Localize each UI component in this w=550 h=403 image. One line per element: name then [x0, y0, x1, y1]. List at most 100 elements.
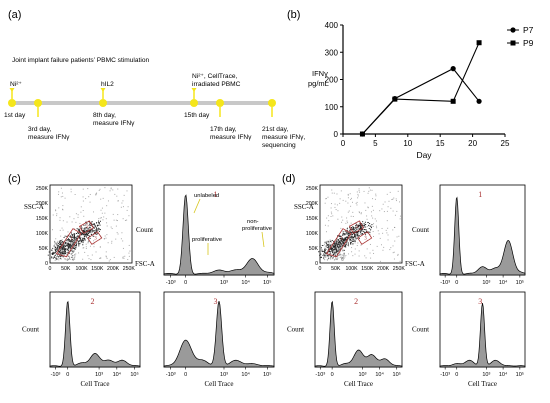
dot [387, 206, 389, 208]
dot [80, 240, 82, 242]
dot [59, 242, 61, 244]
dot [347, 222, 349, 224]
ifn-line-chart: 0 100 200 300 400 0 5 10 15 20 25 Day IFNγ pg/mL P7 P9 [308, 21, 534, 160]
dot [115, 219, 117, 221]
dot [71, 253, 73, 255]
hist-tick-label: 0 [184, 372, 187, 378]
dot [54, 259, 56, 261]
dot [65, 248, 67, 250]
dot [61, 255, 63, 257]
dot [342, 256, 344, 258]
dot [89, 232, 91, 234]
dot [329, 251, 331, 253]
dot [357, 193, 359, 195]
panel-label-d: (d) [282, 173, 295, 185]
gate-label: 2 [356, 225, 359, 230]
timeline-dot [99, 99, 107, 107]
dot [70, 245, 72, 247]
dot [88, 231, 90, 233]
dot [73, 242, 75, 244]
dot [353, 227, 355, 229]
dot [82, 242, 84, 244]
dot [327, 243, 329, 245]
dot [98, 218, 100, 220]
dot [74, 244, 76, 246]
dot [90, 224, 92, 226]
dot [54, 240, 56, 242]
dot [55, 210, 57, 212]
dot [84, 236, 86, 238]
dot [347, 202, 349, 204]
dot [332, 250, 334, 252]
dot [71, 235, 73, 237]
gate-polygon [325, 228, 352, 258]
dot [68, 239, 70, 241]
dot [376, 245, 378, 247]
hist-tick-label: 10⁵ [393, 371, 401, 378]
timeline-bottom-label: 17th day, [210, 126, 237, 133]
dot [72, 246, 74, 248]
dot [345, 244, 347, 246]
dot [94, 230, 96, 232]
dot [369, 225, 371, 227]
dot [93, 235, 95, 237]
dot [325, 231, 327, 233]
dot [95, 226, 97, 228]
dot [358, 250, 360, 252]
dot [359, 224, 361, 226]
dot [344, 241, 346, 243]
dot [68, 248, 70, 250]
dot [74, 243, 76, 245]
dot [124, 255, 126, 257]
histogram-area [163, 194, 275, 276]
dot [344, 233, 346, 235]
dot [83, 215, 85, 217]
dot [82, 210, 84, 212]
dot [356, 245, 358, 247]
dot [323, 243, 325, 245]
dot [68, 251, 70, 253]
dot [81, 228, 83, 230]
dot [324, 252, 326, 254]
dot [79, 234, 81, 236]
dot [326, 244, 328, 246]
dot [353, 238, 355, 240]
dot [345, 236, 347, 238]
dot [348, 253, 350, 255]
dot [325, 255, 327, 257]
dot [71, 249, 73, 251]
dot [75, 247, 77, 249]
hist-x-axis-title: Cell Trace [205, 380, 234, 388]
dot [319, 250, 321, 252]
dot [87, 233, 89, 235]
dot [117, 188, 119, 190]
dot [79, 238, 81, 240]
dot [66, 253, 68, 255]
dot [328, 246, 330, 248]
dot [336, 256, 338, 258]
dot [63, 256, 65, 258]
dot [327, 254, 329, 256]
dot [86, 232, 88, 234]
dot [340, 245, 342, 247]
dot [96, 230, 98, 232]
dot [336, 193, 338, 195]
hist-tick-label: 0 [331, 372, 334, 378]
dot [62, 249, 64, 251]
dot [325, 248, 327, 250]
dot [64, 250, 66, 252]
dot [95, 193, 97, 195]
dot [338, 248, 340, 250]
dot [56, 215, 58, 217]
dot [325, 256, 327, 258]
dot [343, 233, 345, 235]
dot [333, 250, 335, 252]
dot [56, 243, 58, 245]
dot [350, 239, 352, 241]
dot [399, 215, 401, 217]
timeline-bottom-label: measure IFNγ [93, 120, 135, 127]
dot [333, 252, 335, 254]
dot [74, 233, 76, 235]
dot [342, 232, 344, 234]
dot [327, 225, 329, 227]
